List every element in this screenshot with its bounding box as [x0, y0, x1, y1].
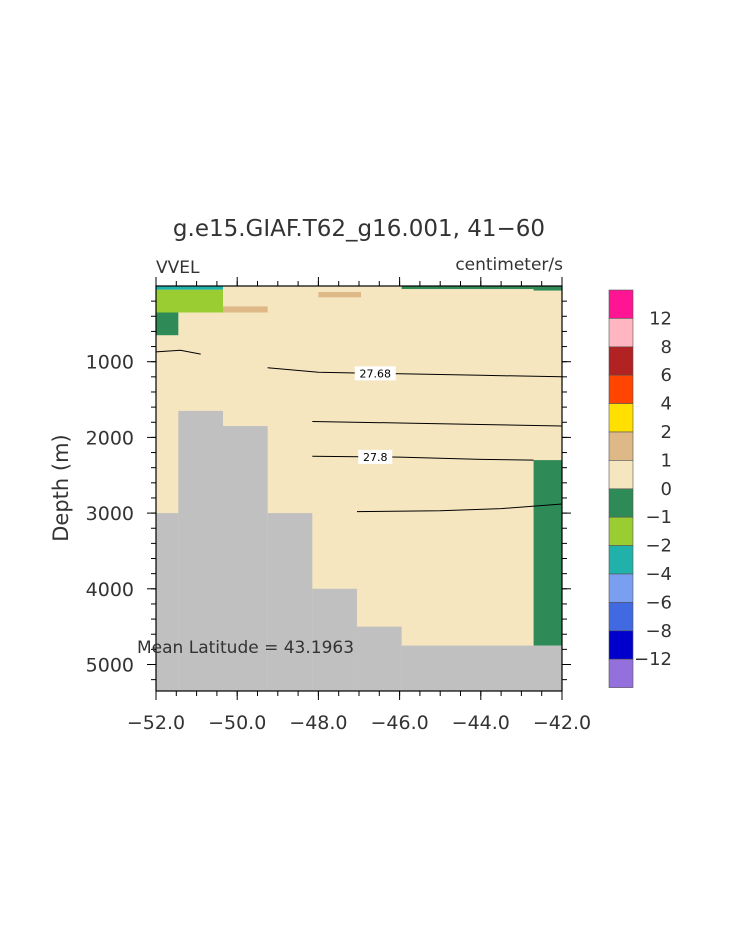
legend-label: −8 [645, 621, 672, 642]
legend-swatch [608, 573, 634, 603]
mean-latitude-annotation: Mean Latitude = 43.1963 [137, 638, 354, 658]
anomaly-cell [533, 286, 562, 291]
legend-swatch [608, 289, 634, 319]
plot-area: 27.68 27.8 [147, 277, 571, 700]
anomaly-cell [533, 460, 562, 646]
legend-label: 8 [661, 337, 672, 358]
legend-label: 12 [649, 308, 672, 329]
x-tick-label: −48.0 [289, 712, 347, 734]
axis-ticks [147, 277, 571, 700]
legend-swatch [608, 545, 634, 575]
legend-label: −4 [645, 564, 672, 585]
contour-label-bg [354, 366, 396, 381]
y-tick-label: 2000 [86, 427, 134, 449]
legend-label: −12 [634, 649, 672, 670]
chart-title: g.e15.GIAF.T62_g16.001, 41−60 [173, 216, 545, 242]
land-column [178, 410, 223, 691]
anomaly-cell [222, 306, 268, 313]
bathymetry [156, 410, 562, 691]
legend-swatch [608, 460, 634, 490]
land-column [401, 645, 562, 691]
contour-line [312, 421, 563, 427]
legend-label: 2 [661, 422, 672, 443]
anomaly-cell [156, 289, 223, 313]
anomaly-cell [156, 286, 223, 290]
legend-label: 0 [661, 479, 672, 500]
x-tick-labels: −52.0 −50.0 −48.0 −46.0 −44.0 −42.0 [127, 712, 591, 734]
land-column [356, 626, 402, 691]
y-tick-label: 3000 [86, 503, 134, 525]
legend-label: −1 [645, 507, 672, 528]
y-tick-label: 5000 [86, 655, 134, 677]
land-column [222, 426, 268, 691]
anomaly-cells [156, 286, 562, 646]
legend-swatch [608, 374, 634, 404]
legend-swatch [608, 403, 634, 433]
legend-swatch [608, 658, 634, 688]
contour-line [356, 503, 563, 513]
anomaly-cell [156, 312, 179, 336]
anomaly-cell [401, 286, 534, 290]
legend-swatch [608, 346, 634, 376]
y-axis-label: Depth (m) [49, 434, 73, 541]
contour-line [312, 455, 534, 461]
variable-label: VVEL [156, 258, 200, 278]
legend-swatch [608, 630, 634, 660]
y-tick-labels: 1000 2000 3000 4000 5000 [86, 352, 134, 677]
legend-label: −2 [645, 536, 672, 557]
legend-label: 6 [661, 365, 672, 386]
contour-line [155, 349, 201, 355]
y-tick-label: 4000 [86, 579, 134, 601]
x-tick-label: −52.0 [127, 712, 185, 734]
legend-swatch [608, 602, 634, 632]
contour-label: 27.8 [363, 451, 388, 464]
x-tick-label: −42.0 [533, 712, 591, 734]
density-contours: 27.68 27.8 [155, 349, 563, 513]
y-tick-label: 1000 [86, 352, 134, 374]
land-column [312, 588, 357, 691]
contour-label-bg [358, 449, 393, 464]
color-legend: 12 8 6 4 2 1 0 −1 −2 −4 −6 −8 −12 [608, 289, 672, 688]
legend-swatch [608, 488, 634, 518]
legend-label: 4 [661, 394, 672, 415]
legend-swatch [608, 431, 634, 461]
legend-swatch [608, 516, 634, 546]
x-tick-label: −46.0 [370, 712, 428, 734]
x-tick-label: −44.0 [452, 712, 510, 734]
contour-label: 27.68 [359, 367, 391, 380]
legend-swatch [608, 318, 634, 348]
contour-line [267, 367, 563, 378]
land-column [267, 513, 313, 691]
units-label: centimeter/s [455, 255, 563, 275]
x-tick-label: −50.0 [208, 712, 266, 734]
legend-label: −6 [645, 592, 672, 613]
anomaly-cell [318, 292, 362, 298]
legend-label: 1 [661, 450, 672, 471]
land-column [156, 513, 179, 691]
